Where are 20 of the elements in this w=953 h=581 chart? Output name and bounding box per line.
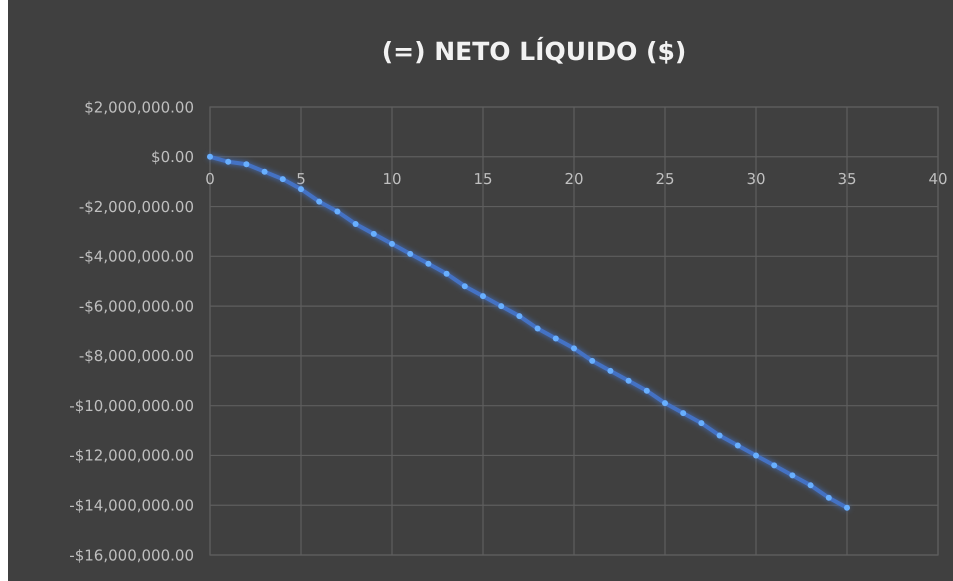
y-tick-label: -$6,000,000.00 bbox=[78, 297, 194, 316]
chart-title: (=) NETO LÍQUIDO ($) bbox=[382, 36, 686, 66]
y-tick-label: -$14,000,000.00 bbox=[69, 496, 194, 514]
x-tick-label: 5 bbox=[296, 170, 306, 188]
x-tick-label: 0 bbox=[205, 170, 215, 188]
x-tick-label: 30 bbox=[746, 170, 766, 188]
x-tick-label: 20 bbox=[564, 170, 584, 188]
x-tick-label: 10 bbox=[382, 170, 402, 188]
x-tick-label: 35 bbox=[837, 170, 857, 188]
x-tick-label: 15 bbox=[473, 170, 493, 188]
x-tick-label: 40 bbox=[928, 170, 948, 188]
y-tick-label: -$4,000,000.00 bbox=[78, 248, 194, 266]
y-tick-label: -$2,000,000.00 bbox=[78, 198, 194, 216]
y-tick-label: -$16,000,000.00 bbox=[69, 546, 194, 564]
x-tick-label: 25 bbox=[655, 170, 675, 188]
y-tick-label: -$10,000,000.00 bbox=[69, 396, 194, 415]
y-tick-label: $2,000,000.00 bbox=[84, 98, 194, 116]
y-tick-label: -$8,000,000.00 bbox=[78, 347, 194, 366]
y-tick-label: $0.00 bbox=[151, 148, 194, 166]
y-tick-label: -$12,000,000.00 bbox=[69, 446, 194, 465]
